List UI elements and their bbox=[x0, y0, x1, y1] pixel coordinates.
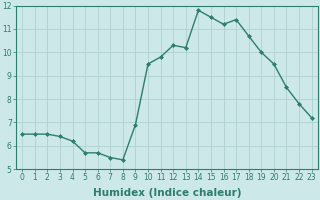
X-axis label: Humidex (Indice chaleur): Humidex (Indice chaleur) bbox=[93, 188, 241, 198]
